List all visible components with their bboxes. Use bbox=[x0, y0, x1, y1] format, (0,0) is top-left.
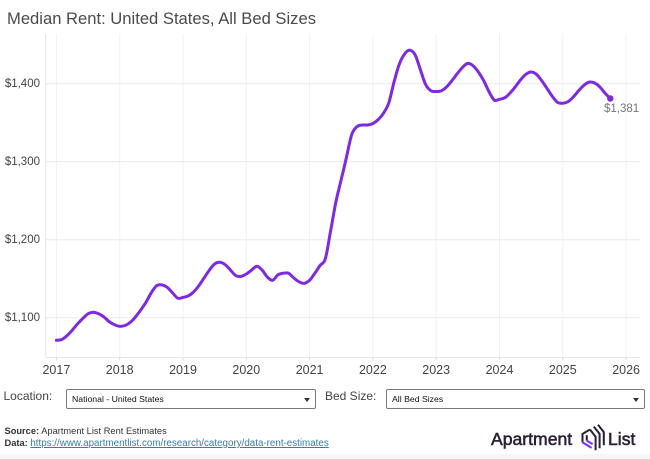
svg-text:2021: 2021 bbox=[296, 363, 324, 377]
svg-text:2025: 2025 bbox=[549, 363, 577, 377]
svg-text:2024: 2024 bbox=[486, 363, 514, 377]
svg-text:$1,100: $1,100 bbox=[5, 312, 40, 324]
svg-text:2020: 2020 bbox=[232, 363, 260, 377]
svg-text:2017: 2017 bbox=[42, 363, 70, 377]
svg-text:2023: 2023 bbox=[422, 363, 450, 377]
svg-text:$1,300: $1,300 bbox=[5, 156, 40, 168]
svg-text:2018: 2018 bbox=[106, 363, 134, 377]
svg-text:2022: 2022 bbox=[359, 363, 387, 377]
svg-text:$1,400: $1,400 bbox=[5, 78, 40, 90]
svg-text:$1,200: $1,200 bbox=[5, 234, 40, 246]
svg-text:2026: 2026 bbox=[612, 363, 640, 377]
svg-text:$1,381: $1,381 bbox=[604, 103, 639, 115]
svg-text:2019: 2019 bbox=[169, 363, 197, 377]
